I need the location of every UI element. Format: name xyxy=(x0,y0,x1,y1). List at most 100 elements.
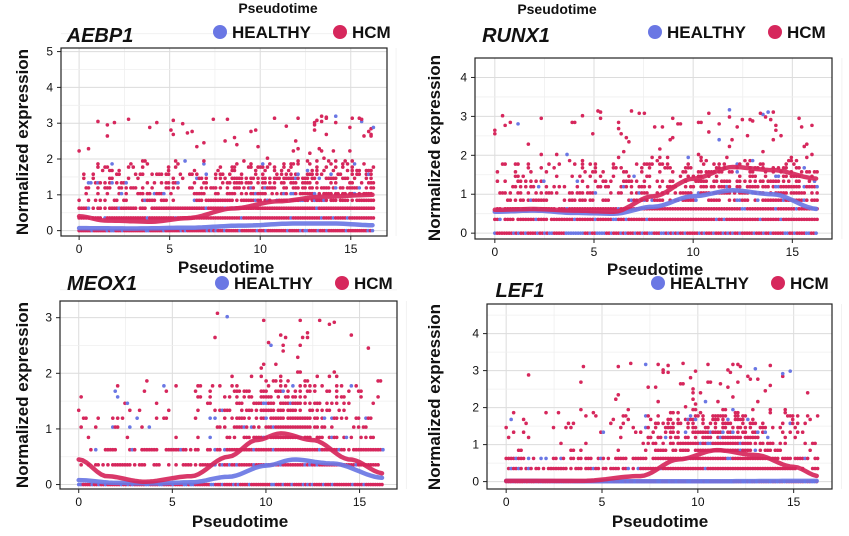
data-point xyxy=(576,466,581,471)
data-point xyxy=(805,142,809,146)
data-point xyxy=(651,456,655,461)
data-point xyxy=(815,466,820,471)
data-point xyxy=(673,217,678,222)
data-point xyxy=(728,435,733,440)
data-point xyxy=(281,416,285,420)
data-point xyxy=(256,176,260,181)
data-point xyxy=(166,463,171,467)
data-point xyxy=(192,181,197,185)
data-point xyxy=(735,170,739,174)
data-point xyxy=(756,466,760,471)
data-point xyxy=(93,447,98,452)
data-point xyxy=(653,385,658,389)
data-point xyxy=(726,466,730,471)
data-point xyxy=(570,217,574,222)
data-point xyxy=(753,448,758,453)
data-point xyxy=(703,430,708,435)
data-point xyxy=(503,123,507,128)
data-point xyxy=(268,176,272,181)
data-point xyxy=(356,416,361,420)
data-point xyxy=(495,179,500,183)
data-point xyxy=(557,217,562,222)
data-point xyxy=(562,198,567,202)
data-point xyxy=(204,176,209,181)
data-point xyxy=(713,425,718,430)
data-point xyxy=(741,448,745,453)
data-point xyxy=(526,217,531,222)
data-point xyxy=(653,441,658,446)
data-point xyxy=(598,217,603,222)
data-point xyxy=(524,421,528,426)
data-point xyxy=(269,343,273,348)
data-point xyxy=(645,191,649,195)
data-point xyxy=(546,466,551,471)
data-point xyxy=(753,421,758,426)
data-point xyxy=(643,362,648,367)
data-point xyxy=(164,198,169,203)
data-point xyxy=(581,364,586,369)
data-point xyxy=(333,198,338,203)
data-point xyxy=(230,416,234,420)
data-point xyxy=(718,441,723,446)
data-point xyxy=(518,179,523,183)
data-point xyxy=(551,425,556,430)
data-point xyxy=(604,466,608,471)
data-point xyxy=(766,184,770,189)
data-point xyxy=(668,441,673,446)
data-point xyxy=(768,448,773,453)
data-point xyxy=(272,165,277,169)
trend-line-hcm xyxy=(76,192,375,224)
data-point xyxy=(286,389,290,393)
data-point xyxy=(298,401,303,406)
data-point xyxy=(753,466,758,471)
data-point xyxy=(312,191,317,196)
data-point xyxy=(131,165,136,169)
data-point xyxy=(761,162,765,166)
data-point xyxy=(656,399,660,404)
data-point xyxy=(505,217,510,222)
data-point xyxy=(761,217,765,222)
data-point xyxy=(728,456,733,461)
data-point xyxy=(591,198,595,202)
data-point xyxy=(748,174,752,179)
data-point xyxy=(727,217,732,222)
data-point xyxy=(621,149,626,154)
data-point xyxy=(696,430,700,435)
data-point xyxy=(295,355,300,360)
data-point xyxy=(249,395,254,399)
data-point xyxy=(603,217,608,222)
data-point xyxy=(315,186,319,190)
data-point xyxy=(584,466,588,471)
data-point xyxy=(235,384,239,388)
data-point xyxy=(580,191,585,195)
data-point xyxy=(300,335,305,340)
data-point xyxy=(327,389,332,393)
data-point xyxy=(506,466,511,471)
data-point xyxy=(609,179,613,183)
data-point xyxy=(352,176,357,181)
data-point xyxy=(741,421,745,426)
data-point xyxy=(758,466,763,471)
data-point xyxy=(723,425,728,430)
y-axis-title: Normalized expression xyxy=(13,302,32,488)
data-point xyxy=(115,395,120,399)
data-point xyxy=(513,184,518,189)
data-point xyxy=(712,206,716,211)
data-point xyxy=(696,120,701,125)
data-point xyxy=(650,155,654,160)
data-point xyxy=(723,466,728,471)
data-point xyxy=(686,435,690,440)
data-point xyxy=(133,172,138,177)
data-point xyxy=(125,401,130,406)
trend-line-healthy xyxy=(76,221,375,231)
data-point xyxy=(716,399,720,404)
data-point xyxy=(681,466,685,471)
data-point xyxy=(174,435,178,440)
data-point xyxy=(310,186,315,190)
data-point xyxy=(736,441,740,446)
data-point xyxy=(614,217,618,222)
data-point xyxy=(327,408,332,413)
data-point xyxy=(712,184,716,189)
data-point xyxy=(305,176,310,181)
data-point xyxy=(272,168,277,173)
